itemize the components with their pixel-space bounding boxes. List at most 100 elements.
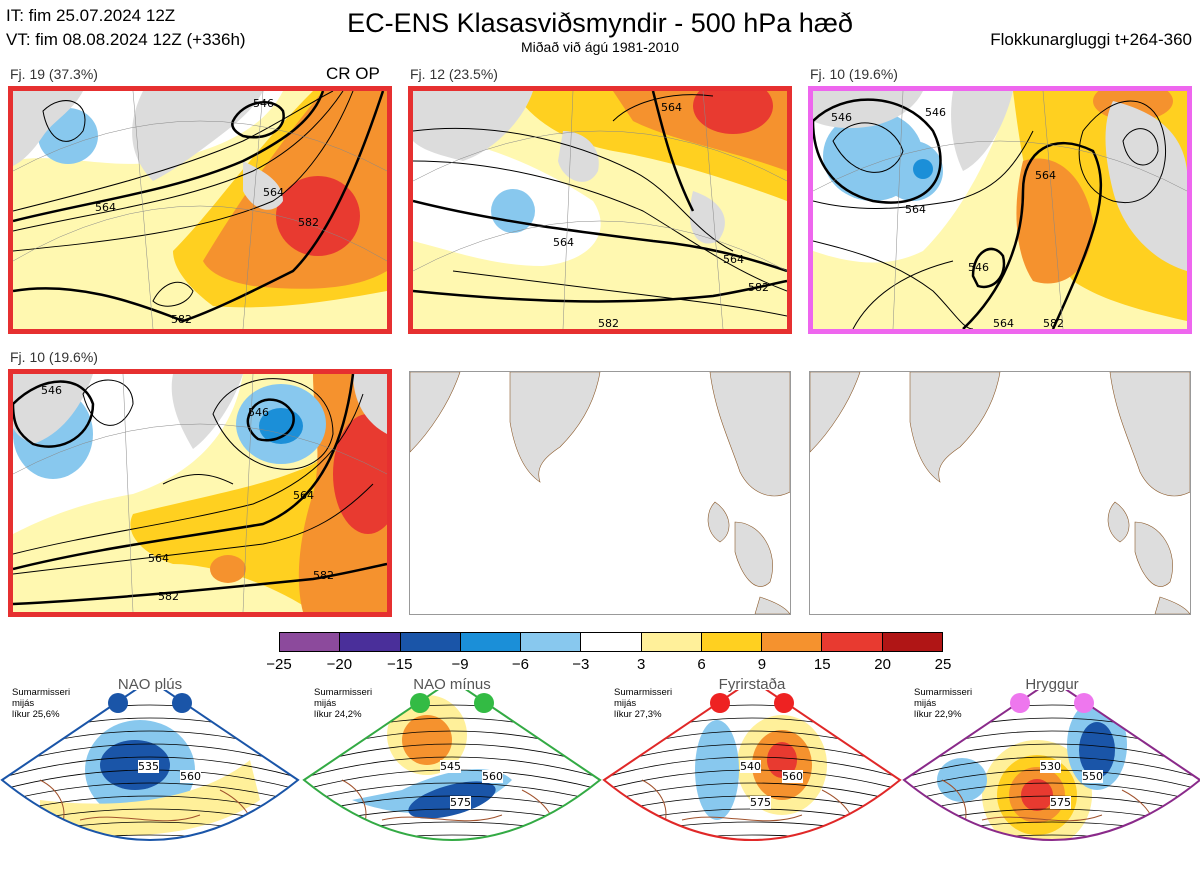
valid-time: VT: fim 08.08.2024 12Z (+336h) [6, 30, 246, 49]
contour-label: 564 [95, 201, 116, 214]
colorbar-swatch [520, 633, 581, 651]
regime-title: NAO plús [117, 676, 183, 693]
colorbar-swatch [339, 633, 400, 651]
contour-label: 546 [968, 261, 989, 274]
colorbar-tick-label: −15 [386, 656, 413, 673]
regime-info-line: líkur 25,6% [12, 709, 60, 720]
cluster-map-1: 546 564 582 582 564 [13, 91, 387, 329]
regime-title: Fyrirstaða [718, 676, 786, 693]
colorbar-tick-label: −3 [572, 656, 590, 673]
colorbar-tick-label: 15 [813, 656, 831, 673]
regime-contour-label: 560 [782, 770, 803, 783]
cluster-map-2: 564 564 564 582 582 [413, 91, 787, 329]
empty-map-2 [810, 372, 1190, 614]
contour-label: 564 [661, 101, 682, 114]
contour-label: 564 [263, 186, 284, 199]
regime-contour-label: 560 [180, 770, 201, 783]
colorbar-swatch [821, 633, 882, 651]
colorbar-tick-label: 20 [874, 656, 891, 673]
colorbar-swatch [700, 633, 762, 651]
contour-label: 546 [248, 406, 269, 419]
regime-marker-dot [474, 693, 494, 713]
regime-contour-label: 575 [1050, 796, 1071, 809]
regime-marker-dot [410, 693, 430, 713]
regime-info-line: Sumarmisseri [614, 687, 673, 698]
cluster-panel-3[interactable]: 546 546 564 564 546 564 582 [808, 86, 1192, 334]
regime-info-line: líkur 27,3% [614, 709, 662, 720]
colorbar-tick-label: −25 [266, 656, 292, 673]
regime-contour-label: 540 [740, 760, 761, 773]
contour-label: 564 [293, 489, 314, 502]
cluster-panel-1[interactable]: 546 564 582 582 564 [8, 86, 392, 334]
colorbar-tick-label: 25 [934, 656, 952, 673]
regime-marker-dot [172, 693, 192, 713]
regime-info: Sumarmisseri mijás líkur 22,9% [914, 687, 972, 720]
regime-marker-dot [774, 693, 794, 713]
regime-info: Sumarmisseri mijás líkur 25,6% [12, 687, 70, 720]
regime-info-line: líkur 24,2% [314, 709, 362, 720]
regime-title: NAO mínus [413, 676, 491, 693]
regime-marker-dot [108, 693, 128, 713]
regime-info-line: Sumarmisseri [12, 687, 71, 698]
contour-label: 582 [313, 569, 334, 582]
regime-marker-dot [1010, 693, 1030, 713]
regime-info-line: mijás [314, 698, 337, 709]
regime-map-2 [302, 690, 602, 841]
colorbar-swatch [881, 633, 942, 651]
contour-label: 582 [1043, 317, 1064, 329]
contour-label: 564 [993, 317, 1014, 329]
cluster-map-4: 546 546 564 564 582 582 [13, 374, 387, 612]
cluster-panel-2[interactable]: 564 564 564 582 582 [408, 86, 792, 334]
regime-info-line: líkur 22,9% [914, 709, 962, 720]
cluster-label-1: Fj. 19 (37.3%) [10, 66, 98, 82]
colorbar-swatch [399, 633, 460, 651]
contour-label: 546 [41, 384, 62, 397]
contour-label: 582 [171, 313, 192, 326]
contour-label: 582 [598, 317, 619, 329]
empty-map-panel-1 [409, 371, 791, 615]
regime-contour-label: 535 [138, 760, 159, 773]
colorbar-tick-label: 3 [637, 656, 646, 673]
cluster-1-contour-labels: 546 564 582 582 564 [95, 97, 319, 326]
cluster-label-4: Fj. 10 (19.6%) [10, 349, 98, 365]
regime-contour-label: 545 [440, 760, 461, 773]
regime-contour-label: 575 [750, 796, 771, 809]
contour-label: 546 [253, 97, 274, 110]
colorbar-swatch [280, 633, 340, 651]
cluster-label-3: Fj. 10 (19.6%) [810, 66, 898, 82]
cluster-cr-op-tag: CR OP [326, 64, 380, 83]
contour-label: 564 [1035, 169, 1056, 182]
initial-time: IT: fim 25.07.2024 12Z [6, 6, 176, 25]
colorbar-swatch [580, 633, 641, 651]
colorbar-swatch [761, 633, 822, 651]
contour-label: 564 [905, 203, 926, 216]
regime-contour-label: 550 [1082, 770, 1103, 783]
empty-map-1 [410, 372, 790, 614]
colorbar-tick-label: −20 [326, 656, 353, 673]
contour-label: 546 [831, 111, 852, 124]
contour-label: 582 [158, 590, 179, 603]
cluster-label-2: Fj. 12 (23.5%) [410, 66, 498, 82]
regime-info-line: Sumarmisseri [914, 687, 973, 698]
cluster-map-3: 546 546 564 564 546 564 582 [813, 91, 1187, 329]
classification-window: Flokkunargluggi t+264-360 [990, 30, 1192, 49]
empty-map-panel-2 [809, 371, 1191, 615]
colorbar-tick-label: −6 [511, 656, 530, 673]
regime-contour-label: 575 [450, 796, 471, 809]
contour-label: 546 [925, 106, 946, 119]
contour-label: 582 [298, 216, 319, 229]
regime-info-line: mijás [914, 698, 937, 709]
colorbar-tick-label: 9 [757, 656, 767, 673]
cluster-panel-4[interactable]: 546 546 564 564 582 582 [8, 369, 392, 617]
regime-contour-label: 530 [1040, 760, 1061, 773]
regime-marker-dot [710, 693, 730, 713]
regime-info-line: mijás [614, 698, 637, 709]
contour-label: 564 [553, 236, 574, 249]
regime-contour-label: 560 [482, 770, 503, 783]
colorbar-tick-label: −9 [451, 656, 469, 673]
page-title: EC-ENS Klasasviðsmyndir - 500 hPa hæð [347, 8, 853, 38]
regime-map-3 [602, 690, 902, 841]
contour-label: 582 [748, 281, 769, 294]
colorbar-swatch [640, 633, 701, 651]
colorbar-swatch [459, 633, 521, 651]
